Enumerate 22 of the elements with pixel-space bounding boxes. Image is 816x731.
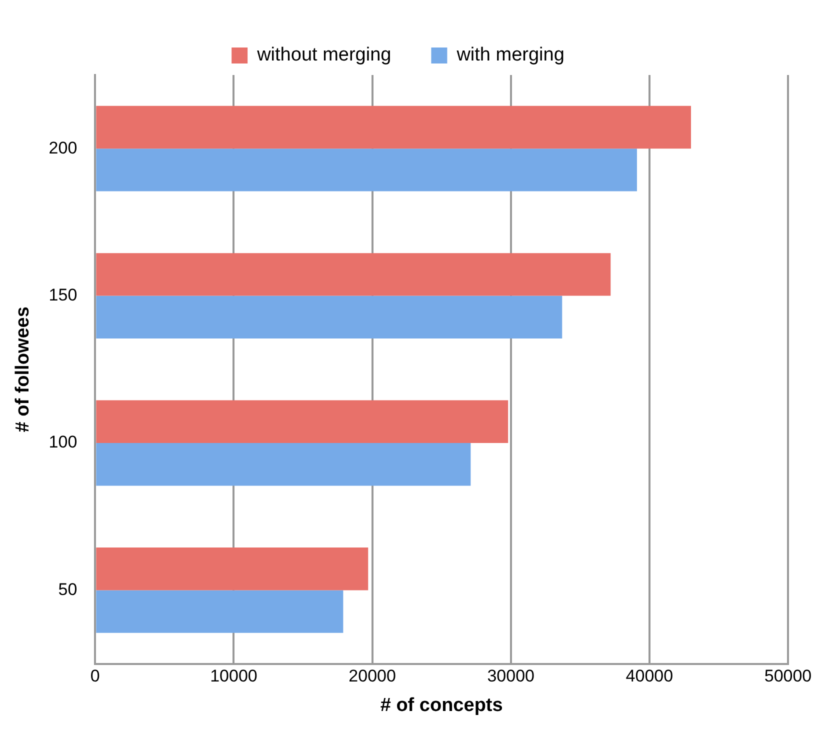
bar [96, 106, 692, 149]
y-axis-title: # of followees [12, 306, 34, 432]
bar [96, 590, 344, 633]
x-tick-label: 30000 [487, 666, 535, 686]
x-axis-title: # of concepts [380, 694, 503, 716]
y-tick-label: 50 [58, 580, 78, 599]
x-tick-label: 50000 [764, 666, 812, 686]
x-tick-label: 10000 [210, 666, 258, 686]
legend-label: with merging [456, 44, 564, 66]
bar [96, 443, 471, 486]
bar [96, 296, 562, 338]
y-tick-label: 150 [48, 285, 78, 304]
y-tick-label: 100 [48, 432, 78, 452]
bar [96, 548, 368, 590]
x-tick-label: 40000 [626, 666, 674, 686]
legend-label: without merging [256, 44, 392, 66]
bar [96, 400, 508, 443]
x-tick-label: 20000 [348, 666, 396, 686]
bar [96, 253, 611, 296]
y-tick-label: 200 [48, 138, 78, 158]
x-tick-label: 0 [90, 666, 100, 686]
bar [96, 148, 637, 192]
